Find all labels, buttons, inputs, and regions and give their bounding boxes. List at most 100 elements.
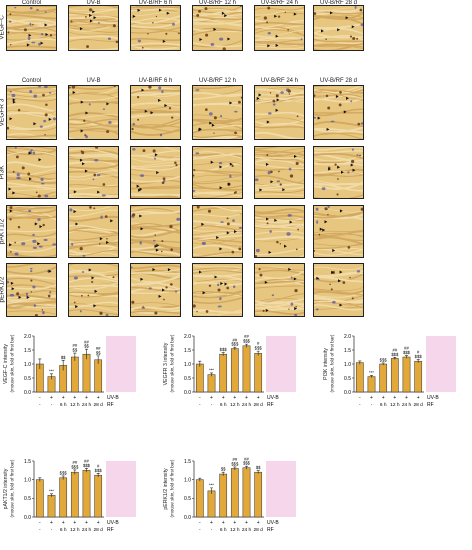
significance-label: $$$ <box>231 342 239 347</box>
significance-label: # <box>257 341 260 346</box>
error-bar <box>416 359 420 363</box>
rf-condition-label: 24 h <box>242 402 252 408</box>
column-header: UV-B <box>86 78 101 84</box>
error-bar <box>198 477 202 482</box>
rf-condition-label: 12 h <box>230 402 240 408</box>
significance-label: $$$ <box>231 461 239 466</box>
column-header: Control <box>21 78 42 84</box>
significance-label: $$$ <box>380 357 388 362</box>
uvb-condition-label: + <box>222 395 225 401</box>
micrograph-tile <box>68 263 119 317</box>
y-tick-label: 1.5 <box>24 348 31 354</box>
row-label: pERK1/2 <box>0 276 6 303</box>
bar <box>70 356 79 393</box>
uvb-condition-label: + <box>370 395 373 401</box>
chart-svg: 0.00.51.01.52.0--***+-$$+6 h##$$+12 h##$… <box>24 334 136 408</box>
y-tick-label: 0.0 <box>184 390 191 396</box>
y-tick-label: 2.0 <box>344 334 351 340</box>
significance-label: # <box>417 350 420 355</box>
y-tick-label: 1.0 <box>184 477 191 483</box>
micrograph-tile <box>313 85 364 140</box>
rf-row-label: RF <box>107 527 114 533</box>
error-bar <box>358 360 362 365</box>
uvb-condition-label: + <box>210 395 213 401</box>
error-bar <box>370 375 373 378</box>
micrograph-tile <box>313 146 364 199</box>
y-tick-label: 1.0 <box>184 362 191 368</box>
bar <box>82 470 91 518</box>
uvb-condition-label: + <box>85 395 88 401</box>
bar <box>402 356 411 393</box>
uvb-condition-label: - <box>359 395 361 401</box>
y-tick-label: 0.5 <box>344 376 351 382</box>
rf-condition-label: 28 d <box>93 527 103 533</box>
micrograph-tile <box>313 263 364 317</box>
uvb-condition-label: - <box>199 395 201 401</box>
y-axis-sublabel: (mouse skin, fold of first bar) <box>9 334 15 393</box>
error-bar <box>96 473 100 478</box>
chart-svg: 0.00.51.01.52.0--***+-$$$+6 h##$$$+12 h#… <box>344 334 456 408</box>
significance-label: *** <box>49 368 54 373</box>
rf-condition-label: 12 h <box>230 527 240 533</box>
rf-condition-label: 6 h <box>380 402 387 408</box>
y-tick-label: 0.0 <box>24 390 31 396</box>
uvb-row-label: UV-B <box>267 395 279 401</box>
uvb-row-label: UV-B <box>427 395 439 401</box>
y-tick-label: 0.5 <box>24 496 31 502</box>
significance-label: $$ <box>96 350 101 355</box>
significance-label: $$ <box>61 355 66 360</box>
error-bar <box>73 352 77 361</box>
bar <box>355 362 364 393</box>
micrograph-tile <box>6 85 57 140</box>
uvb-condition-label: + <box>245 520 248 526</box>
error-bar <box>50 373 53 380</box>
bar <box>242 467 251 518</box>
column-header: UV-B/RF 6 h <box>138 0 173 6</box>
y-tick-label: 0.0 <box>344 390 351 396</box>
bar <box>390 358 399 393</box>
significance-label: $$$ <box>220 347 228 352</box>
uvb-condition-label: + <box>405 395 408 401</box>
rf-row-label: RF <box>267 527 274 533</box>
significance-label: $$$ <box>391 352 399 357</box>
significance-label: $$$ <box>403 350 411 355</box>
y-tick-label: 1.5 <box>344 348 351 354</box>
uvb-condition-label: - <box>39 520 41 526</box>
micrograph-tile <box>130 85 181 140</box>
y-tick-label: 1.0 <box>24 477 31 483</box>
significance-label: *** <box>209 367 214 372</box>
bar-chart: 0.0 0.5 1.0 1.5 2.0- - *** + - $$$ +6 h ## $$$ +12 h #… <box>323 330 456 415</box>
significance-label: ## <box>232 457 237 462</box>
error-bar <box>61 360 65 371</box>
micrograph-tile <box>192 205 243 258</box>
uvb-condition-label: + <box>257 520 260 526</box>
error-bar <box>393 356 397 360</box>
rf-condition-label: - <box>211 403 213 408</box>
bar <box>195 479 204 518</box>
bar <box>219 353 228 393</box>
y-tick-label: 0.5 <box>184 376 191 382</box>
uvb-condition-label: + <box>50 395 53 401</box>
micrograph-tile <box>6 263 57 317</box>
rf-condition-label: 28 d <box>413 402 423 408</box>
rf-row-label: RF <box>267 402 274 408</box>
rf-condition-label: 28 d <box>253 527 263 533</box>
bar <box>59 477 68 518</box>
micrograph-tile <box>313 5 364 51</box>
bar <box>195 363 204 393</box>
significance-label: $$$ <box>243 339 251 344</box>
y-axis-label: pERK1/2 intensity <box>163 468 169 510</box>
bar <box>47 495 56 518</box>
micrograph-tile <box>254 85 305 140</box>
y-tick-label: 1.0 <box>24 362 31 368</box>
y-axis-label: VEGF-C intensity <box>3 343 9 385</box>
y-tick-label: 0.0 <box>184 515 191 521</box>
rf-condition-label: 6 h <box>60 402 67 408</box>
micrograph-tile <box>6 205 57 258</box>
significance-label: $$ <box>221 467 226 472</box>
error-bar <box>256 470 260 474</box>
significance-label: ## <box>244 334 249 339</box>
significance-label: *** <box>369 370 374 375</box>
rf-condition-label: - <box>199 403 201 408</box>
error-bar <box>256 350 260 356</box>
